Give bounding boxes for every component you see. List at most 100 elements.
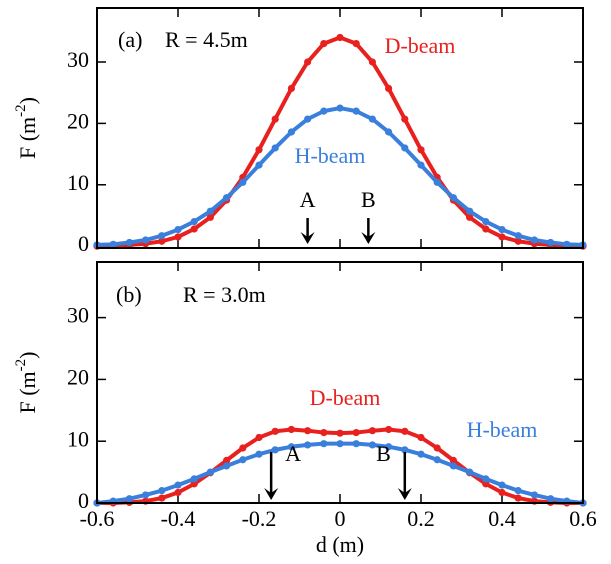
data-point: [320, 440, 328, 448]
x-tick-label: 0: [335, 506, 346, 531]
data-point: [417, 450, 425, 458]
data-point: [482, 475, 490, 483]
data-point: [466, 207, 474, 215]
data-point: [433, 444, 441, 452]
data-point: [352, 440, 360, 448]
data-point: [320, 428, 328, 437]
marker-arrowhead: [361, 232, 376, 244]
data-point: [401, 446, 409, 454]
data-point: [514, 487, 522, 495]
y-tick-label: 0: [78, 231, 89, 256]
data-point: [466, 213, 474, 221]
y-axis-label-part: F (m: [15, 371, 40, 413]
data-point: [271, 446, 279, 454]
y-axis-label-part: F (m: [15, 117, 40, 159]
data-point: [433, 178, 441, 186]
data-point: [368, 427, 376, 435]
panel-label: (a): [118, 27, 142, 52]
series-line: [96, 106, 584, 247]
marker-arrowhead: [397, 488, 412, 500]
data-point: [190, 480, 198, 488]
data-point: [223, 462, 231, 470]
marker-label: B: [361, 187, 376, 212]
y-tick-label: 10: [67, 426, 89, 451]
data-point: [336, 440, 344, 448]
data-point: [239, 456, 247, 464]
data-point: [206, 468, 214, 476]
y-axis-label: F (m-2): [13, 97, 40, 159]
data-point: [320, 107, 328, 115]
data-point: [482, 480, 490, 488]
data-point: [417, 433, 425, 442]
data-point: [336, 429, 344, 437]
data-point: [287, 84, 295, 93]
x-tick-label: -0.4: [161, 506, 196, 531]
data-point: [287, 425, 295, 434]
data-point: [401, 427, 409, 435]
data-point: [271, 144, 279, 152]
data-point: [125, 238, 133, 247]
data-point: [514, 232, 522, 240]
y-tick-label: 30: [67, 47, 89, 72]
annotation: R = 4.5m: [165, 27, 248, 52]
data-point: [287, 443, 295, 451]
data-point: [190, 218, 198, 226]
data-point: [174, 481, 182, 489]
data-point: [482, 218, 490, 226]
data-point: [190, 225, 198, 233]
data-point: [401, 115, 409, 123]
data-point: [547, 495, 555, 503]
data-point: [563, 240, 571, 248]
marker-arrowhead: [300, 232, 315, 244]
data-point: [368, 115, 376, 123]
data-point: [336, 33, 344, 42]
y-axis-label-part: ): [15, 351, 40, 358]
y-tick-label: 20: [67, 108, 89, 133]
data-point: [449, 194, 457, 202]
series-line: [96, 35, 584, 249]
data-point: [466, 468, 474, 476]
data-point: [498, 481, 506, 489]
series-label: D-beam: [385, 33, 456, 58]
panel: 0 10 20 30 -0.6 -0.4 -0.2 0 0.2 0.4 0.6 D-beam H-bea…: [13, 261, 597, 557]
data-point: [239, 178, 247, 186]
data-point: [514, 494, 522, 502]
data-point: [174, 233, 182, 241]
data-point: [385, 128, 393, 136]
x-tick-label: 0.4: [488, 506, 516, 531]
marker-arrowhead: [264, 488, 279, 500]
data-point: [190, 475, 198, 483]
data-point: [109, 240, 117, 248]
data-point: [530, 491, 539, 499]
data-point: [352, 107, 360, 115]
data-point: [206, 207, 214, 215]
data-point: [385, 84, 393, 93]
marker-label: A: [285, 441, 301, 466]
data-point: [174, 488, 182, 497]
data-point: [352, 428, 360, 437]
data-point: [158, 487, 166, 495]
data-point: [142, 236, 150, 244]
y-tick-label: 30: [67, 303, 89, 328]
data-point: [320, 40, 328, 48]
data-point: [449, 462, 457, 470]
data-point: [223, 194, 231, 202]
data-point: [255, 433, 263, 442]
data-point: [271, 427, 279, 435]
data-point: [142, 491, 150, 499]
data-point: [514, 237, 522, 245]
data-point: [401, 144, 409, 152]
data-point: [239, 444, 247, 452]
data-point: [174, 225, 182, 234]
data-point: [336, 104, 344, 112]
data-point: [368, 58, 376, 66]
annotation: R = 3.0m: [183, 282, 266, 307]
y-tick-label: 0: [78, 488, 89, 513]
marker-label: A: [300, 187, 316, 212]
data-point: [255, 146, 263, 154]
data-point: [304, 441, 312, 449]
data-point: [449, 456, 457, 464]
data-point: [158, 232, 166, 240]
data-point: [498, 225, 506, 234]
data-point: [304, 427, 312, 435]
